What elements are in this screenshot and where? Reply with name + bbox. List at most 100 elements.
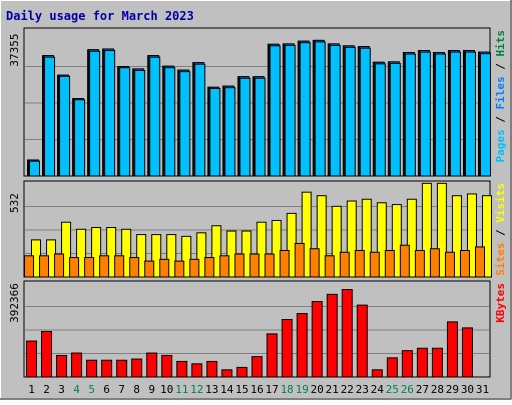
- bar-visits: [346, 200, 357, 278]
- legend-separator: /: [494, 110, 507, 130]
- bar-sites: [444, 251, 455, 278]
- bar-visits: [76, 228, 87, 278]
- bar-sites: [294, 242, 305, 278]
- bar-kbytes: [56, 354, 68, 378]
- bar-kbytes: [86, 359, 98, 378]
- panel-kbytes-bars: [26, 289, 473, 378]
- bar-pages: [194, 63, 206, 177]
- x-tick-label: 15: [235, 383, 248, 396]
- bar-visits: [271, 219, 282, 278]
- x-tick-label: 30: [461, 383, 474, 396]
- bar-sites: [84, 257, 95, 278]
- x-tick-label: 16: [250, 383, 263, 396]
- bar-kbytes: [386, 357, 398, 378]
- legend-item-pages: Pages: [494, 129, 507, 162]
- x-tick-label: 10: [160, 383, 173, 396]
- x-tick-label: 21: [326, 383, 339, 396]
- bar-sites: [159, 258, 170, 278]
- x-tick-label: 11: [175, 383, 188, 396]
- panel-kbytes: 392366 KBytes: [8, 280, 507, 378]
- bar-visits: [466, 193, 477, 278]
- bar-pages: [479, 53, 491, 177]
- bar-pages: [209, 87, 221, 177]
- bar-sites: [309, 248, 320, 278]
- bar-pages: [329, 44, 341, 177]
- bar-visits: [196, 232, 207, 278]
- bar-visits: [481, 195, 492, 278]
- bar-pages: [344, 46, 356, 177]
- panel-kbytes-legend: KBytes: [494, 283, 507, 323]
- bar-pages: [119, 67, 131, 177]
- chart-panels: 37355 Pages / Files / Hits 532 Sites / Visi…: [8, 27, 507, 378]
- bar-sites: [144, 260, 155, 278]
- bar-pages: [419, 51, 431, 177]
- x-tick-label: 29: [446, 383, 459, 396]
- x-tick-label: 3: [58, 383, 65, 396]
- bar-pages: [299, 42, 311, 177]
- bar-sites: [369, 251, 380, 278]
- bar-pages: [164, 67, 176, 177]
- bar-pages: [59, 75, 71, 177]
- bar-kbytes: [251, 356, 263, 378]
- x-tick-label: 23: [356, 383, 369, 396]
- bar-visits: [406, 198, 417, 278]
- bar-pages: [44, 56, 56, 177]
- x-axis-labels: 1 2 3 4 5 6 7 8 9 10 11 12 13 14 15 16 17 18 19 20 21 22 23 24 2…: [28, 383, 489, 396]
- bar-kbytes: [326, 293, 338, 378]
- bar-pages: [464, 51, 476, 177]
- bar-sites: [24, 255, 35, 278]
- bar-kbytes: [296, 313, 308, 378]
- bar-visits: [436, 182, 447, 278]
- bar-pages: [449, 51, 461, 177]
- bar-pages: [389, 62, 401, 177]
- bar-sites: [189, 258, 200, 278]
- x-tick-label: 8: [133, 383, 140, 396]
- bar-visits: [316, 195, 327, 278]
- bar-sites: [174, 260, 185, 278]
- bar-kbytes: [401, 350, 413, 378]
- x-tick-label: 6: [103, 383, 110, 396]
- legend-item-kbytes: KBytes: [494, 283, 507, 323]
- bar-pages: [179, 71, 191, 177]
- x-tick-label: 4: [73, 383, 80, 396]
- bar-sites: [354, 249, 365, 278]
- x-tick-label: 12: [190, 383, 203, 396]
- bar-sites: [384, 249, 395, 278]
- x-tick-label: 1: [28, 383, 35, 396]
- bar-sites: [129, 257, 140, 278]
- bar-visits: [376, 202, 387, 278]
- panel-visits-ymax-label: 532: [8, 193, 21, 213]
- bar-pages: [239, 77, 251, 177]
- bar-visits: [331, 205, 342, 278]
- x-tick-label: 28: [431, 383, 444, 396]
- legend-separator: /: [494, 223, 507, 243]
- x-tick-label: 24: [371, 383, 385, 396]
- bar-sites: [204, 257, 215, 278]
- legend-item-hits: Hits: [494, 30, 507, 57]
- bar-sites: [54, 253, 65, 278]
- bar-sites: [99, 255, 110, 278]
- bar-visits: [421, 182, 432, 278]
- bar-kbytes: [191, 363, 203, 378]
- legend-item-sites: Sites: [494, 243, 507, 276]
- bar-sites: [39, 255, 50, 278]
- bar-sites: [219, 255, 230, 278]
- panel-hits-bars: [27, 39, 491, 177]
- bar-visits: [106, 227, 117, 278]
- bar-pages: [134, 69, 146, 177]
- bar-sites: [414, 249, 425, 278]
- bar-visits: [391, 204, 402, 278]
- bar-visits: [166, 234, 177, 278]
- x-tick-label: 7: [118, 383, 125, 396]
- bar-pages: [104, 50, 116, 177]
- chart-title: Daily usage for March 2023: [6, 9, 194, 23]
- x-tick-label: 27: [416, 383, 429, 396]
- bar-sites: [339, 251, 350, 278]
- x-tick-label: 19: [295, 383, 308, 396]
- bar-sites: [429, 248, 440, 278]
- bar-kbytes: [206, 360, 218, 378]
- x-tick-label: 20: [311, 383, 324, 396]
- panel-hits: 37355 Pages / Files / Hits: [8, 27, 507, 177]
